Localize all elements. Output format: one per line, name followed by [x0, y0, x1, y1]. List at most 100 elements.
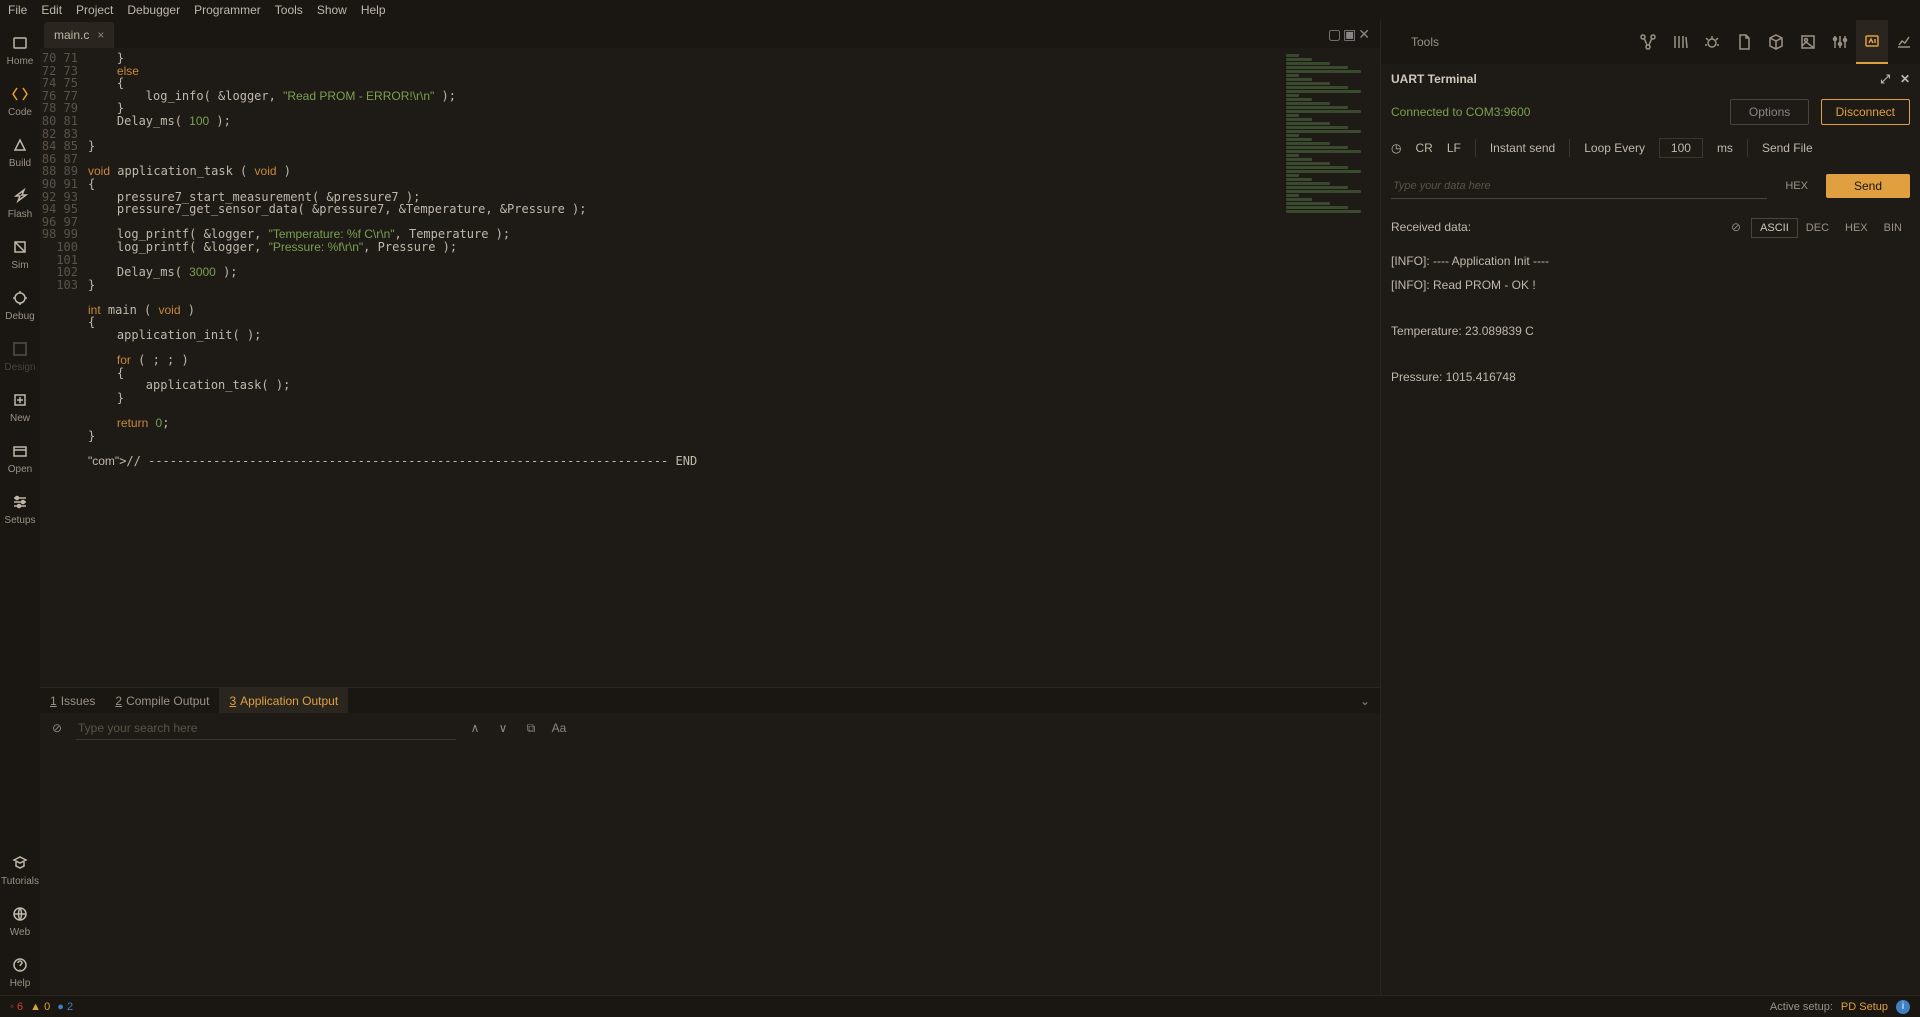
format-hex[interactable]: HEX [1837, 219, 1876, 237]
clear-rx-icon[interactable]: ⊘ [1731, 220, 1741, 234]
menu-tools[interactable]: Tools [275, 3, 303, 17]
cube-tool-icon[interactable] [1760, 20, 1792, 64]
code-editor[interactable]: 70 71 72 73 74 75 76 77 78 79 80 81 82 8… [40, 48, 1380, 687]
tools-tab[interactable]: Tools [1381, 35, 1469, 49]
format-dec[interactable]: DEC [1798, 219, 1837, 237]
search-input[interactable] [76, 717, 456, 740]
sidebar-open[interactable]: Open [0, 434, 40, 481]
tune-tool-icon[interactable] [1824, 20, 1856, 64]
tab-application-output[interactable]: 3 Application Output [219, 688, 348, 714]
menu-project[interactable]: Project [76, 3, 113, 17]
rx-line [1391, 344, 1910, 364]
web-icon [9, 903, 31, 925]
close-icon[interactable]: ✕ [1900, 72, 1910, 87]
file-tool-icon[interactable] [1728, 20, 1760, 64]
tab-issues[interactable]: 1 Issues [40, 688, 105, 714]
rx-line: Pressure: 1015.416748 [1391, 366, 1910, 388]
sidebar-design[interactable]: Design [0, 332, 40, 379]
tab-label: main.c [54, 28, 89, 42]
library-tool-icon[interactable] [1664, 20, 1696, 64]
open-icon [9, 440, 31, 462]
ai-tool-icon[interactable] [1856, 20, 1888, 64]
menu-debugger[interactable]: Debugger [127, 3, 180, 17]
pane-window-controls[interactable]: ▢▣✕ [1328, 20, 1380, 48]
lf-toggle[interactable]: LF [1447, 141, 1461, 155]
case-icon[interactable]: Aa [550, 721, 568, 735]
file-tab[interactable]: main.c × [44, 22, 114, 48]
expand-icon[interactable]: ⤢ [1880, 72, 1890, 87]
disconnect-button[interactable]: Disconnect [1821, 99, 1910, 125]
rx-line [1391, 298, 1910, 318]
sidebar-web[interactable]: Web [0, 897, 40, 944]
sidebar-flash[interactable]: Flash [0, 179, 40, 226]
sidebar-build[interactable]: Build [0, 128, 40, 175]
clear-icon[interactable]: ⊘ [48, 721, 66, 735]
regex-icon[interactable]: ⧉ [522, 721, 540, 736]
output-tabs: 1 Issues2 Compile Output3 Application Ou… [40, 687, 1380, 713]
right-tabbar: Tools [1381, 20, 1920, 64]
menu-help[interactable]: Help [361, 3, 386, 17]
sidebar-setups[interactable]: Setups [0, 485, 40, 532]
sidebar-code[interactable]: Code [0, 77, 40, 124]
sidebar-tutorials[interactable]: Tutorials [0, 846, 40, 893]
options-button[interactable]: Options [1730, 99, 1809, 125]
info-badge[interactable]: ● 2 [57, 1001, 73, 1013]
rx-line: [INFO]: ---- Application Init ---- [1391, 250, 1910, 272]
debug-icon [9, 287, 31, 309]
connection-status: Connected to COM3:9600 [1391, 105, 1530, 119]
loop-interval-input[interactable] [1659, 138, 1703, 158]
sim-icon [9, 236, 31, 258]
sidebar-debug[interactable]: Debug [0, 281, 40, 328]
active-setup-label: Active setup: [1770, 1001, 1833, 1013]
rx-line: Temperature: 23.089839 C [1391, 320, 1910, 342]
format-ascii[interactable]: ASCII [1751, 218, 1798, 238]
next-icon[interactable]: ∨ [494, 721, 512, 735]
line-gutter: 70 71 72 73 74 75 76 77 78 79 80 81 82 8… [40, 48, 88, 687]
tab-compile-output[interactable]: 2 Compile Output [105, 688, 219, 714]
format-bin[interactable]: BIN [1876, 219, 1910, 237]
image-tool-icon[interactable] [1792, 20, 1824, 64]
status-bar: ◦ 6 ▲ 0 ● 2 Active setup: PD Setup i [0, 995, 1920, 1017]
minimap[interactable] [1280, 48, 1380, 687]
code-area[interactable]: } else { log_info( &logger, "Read PROM -… [88, 48, 1280, 687]
sidebar-home[interactable]: Home [0, 26, 40, 73]
instant-send-toggle[interactable]: Instant send [1490, 141, 1555, 155]
info-dot-icon[interactable]: i [1896, 1000, 1910, 1014]
left-sidebar: HomeCodeBuildFlashSimDebugDesignNewOpenS… [0, 20, 40, 995]
code-icon [9, 83, 31, 105]
design-icon [9, 338, 31, 360]
received-label: Received data: [1391, 220, 1471, 234]
error-badge[interactable]: ◦ 6 [10, 1001, 23, 1013]
prev-icon[interactable]: ∧ [466, 721, 484, 735]
help-icon [9, 954, 31, 976]
warning-badge[interactable]: ▲ 0 [30, 1001, 50, 1013]
send-file-button[interactable]: Send File [1762, 141, 1813, 155]
sidebar-help[interactable]: Help [0, 948, 40, 995]
setups-icon [9, 491, 31, 513]
bug-tool-icon[interactable] [1696, 20, 1728, 64]
nodes-tool-icon[interactable] [1632, 20, 1664, 64]
menu-edit[interactable]: Edit [41, 3, 62, 17]
rx-line: [INFO]: Read PROM - OK ! [1391, 274, 1910, 296]
close-icon[interactable]: × [97, 28, 104, 42]
send-button[interactable]: Send [1826, 174, 1910, 198]
menubar: File Edit Project Debugger Programmer Tools Sh… [0, 0, 1920, 20]
chart-tool-icon[interactable] [1888, 20, 1920, 64]
active-setup-link[interactable]: PD Setup [1841, 1001, 1888, 1013]
output-pane [40, 743, 1380, 995]
sidebar-sim[interactable]: Sim [0, 230, 40, 277]
hex-toggle[interactable]: HEX [1779, 180, 1814, 192]
cr-toggle[interactable]: CR [1415, 141, 1432, 155]
collapse-chevron-icon[interactable]: ⌄ [1360, 694, 1380, 708]
received-data: [INFO]: ---- Application Init ----[INFO]… [1381, 236, 1920, 995]
flash-icon [9, 185, 31, 207]
uart-title: UART Terminal [1391, 72, 1477, 86]
menu-show[interactable]: Show [317, 3, 347, 17]
clock-icon[interactable]: ◷ [1391, 141, 1401, 155]
uart-data-input[interactable] [1391, 174, 1767, 199]
menu-programmer[interactable]: Programmer [194, 3, 261, 17]
build-icon [9, 134, 31, 156]
menu-file[interactable]: File [8, 3, 27, 17]
tutorials-icon [9, 852, 31, 874]
sidebar-new[interactable]: New [0, 383, 40, 430]
